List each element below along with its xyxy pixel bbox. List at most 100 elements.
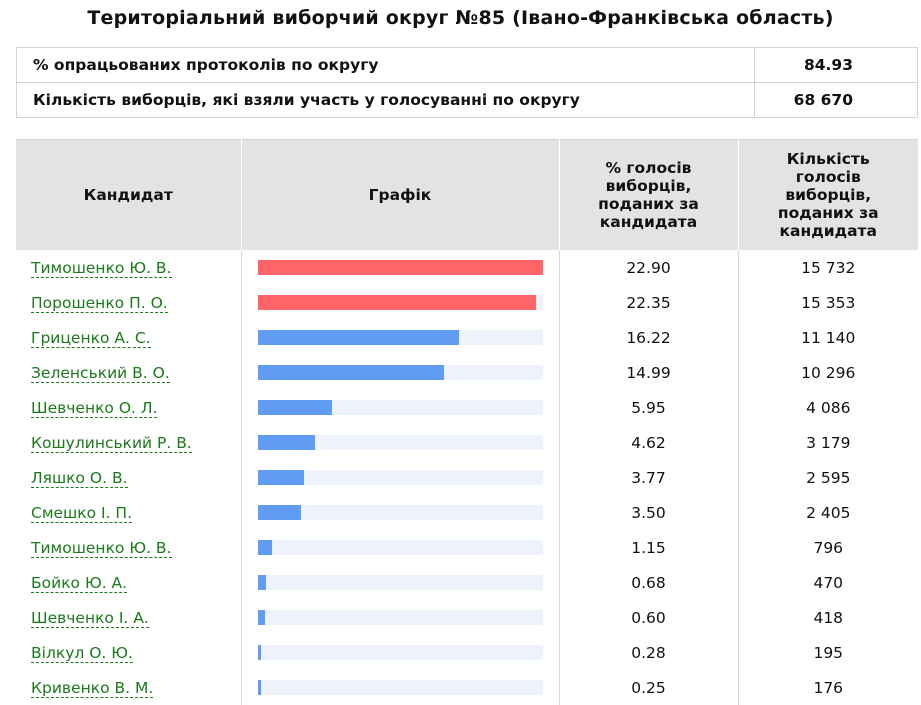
percent-cell: 5.95	[559, 390, 739, 425]
percent-cell: 0.28	[559, 635, 739, 670]
count-cell: 15 732	[801, 258, 856, 277]
table-row: Шевченко О. Л. 5.95 4 086	[16, 390, 918, 425]
bar-track	[257, 610, 543, 625]
results-body: Тимошенко Ю. В. 22.90 15 732 Порошенко П. О…	[16, 250, 918, 705]
bar-fill	[257, 365, 445, 380]
bar-fill	[257, 610, 265, 625]
percent-cell: 22.35	[559, 285, 739, 320]
chart-cell	[241, 320, 560, 355]
percent-cell: 0.60	[559, 600, 739, 635]
chart-cell	[241, 460, 560, 495]
candidate-cell: Шевченко І. А.	[16, 600, 242, 635]
results-table: Кандидат Графік % голосів виборців, пода…	[16, 139, 918, 705]
header-candidate: Кандидат	[16, 139, 242, 250]
candidate-link[interactable]: Шевченко О. Л.	[31, 398, 158, 418]
bar-fill	[257, 470, 305, 485]
candidate-link[interactable]: Кошулинський Р. В.	[31, 433, 192, 453]
bar-track	[257, 575, 543, 590]
candidate-link[interactable]: Порошенко П. О.	[31, 293, 168, 313]
count-cell: 10 296	[801, 363, 856, 382]
summary-row: % опрацьованих протоколів по округу 84.9…	[15, 47, 918, 83]
table-row: Вілкул О. Ю. 0.28 195	[16, 635, 918, 670]
candidate-link[interactable]: Зеленський В. О.	[31, 363, 170, 383]
bar-fill	[257, 645, 261, 660]
count-cell: 418	[813, 608, 844, 627]
header-chart: Графік	[241, 139, 560, 250]
bar-fill	[257, 295, 536, 310]
table-row: Тимошенко Ю. В. 22.90 15 732	[16, 250, 918, 285]
percent-cell: 3.50	[559, 495, 739, 530]
candidate-link[interactable]: Смешко І. П.	[31, 503, 133, 523]
table-row: Порошенко П. О. 22.35 15 353	[16, 285, 918, 320]
table-row: Кошулинський Р. В. 4.62 3 179	[16, 425, 918, 460]
table-row: Бойко Ю. А. 0.68 470	[16, 565, 918, 600]
candidate-link[interactable]: Шевченко І. А.	[31, 608, 149, 628]
percent-cell: 4.62	[559, 425, 739, 460]
percent-cell: 14.99	[559, 355, 739, 390]
candidate-cell: Вілкул О. Ю.	[16, 635, 242, 670]
chart-cell	[241, 670, 560, 705]
candidate-cell: Шевченко О. Л.	[16, 390, 242, 425]
summary-label: Кількість виборців, які взяли участь у г…	[15, 82, 756, 118]
table-row: Смешко І. П. 3.50 2 405	[16, 495, 918, 530]
summary-value: 68 670	[754, 82, 918, 118]
count-cell: 470	[813, 573, 844, 592]
table-row: Зеленський В. О. 14.99 10 296	[16, 355, 918, 390]
count-cell: 176	[813, 678, 844, 697]
count-cell: 15 353	[801, 293, 856, 312]
percent-cell: 0.68	[559, 565, 739, 600]
bar-track	[257, 645, 543, 660]
bar-fill	[257, 400, 332, 415]
bar-track	[257, 505, 543, 520]
count-cell: 11 140	[801, 328, 856, 347]
bar-track	[257, 680, 543, 695]
percent-cell: 16.22	[559, 320, 739, 355]
summary-row: Кількість виборців, які взяли участь у г…	[15, 82, 918, 118]
bar-track	[257, 295, 543, 310]
header-count-text: Кількість голосів виборців, поданих за к…	[777, 150, 879, 240]
bar-track	[257, 435, 543, 450]
chart-cell	[241, 530, 560, 565]
candidate-cell: Гриценко А. С.	[16, 320, 242, 355]
chart-cell	[241, 390, 560, 425]
candidate-link[interactable]: Ляшко О. В.	[31, 468, 128, 488]
count-cell: 2 595	[806, 468, 851, 487]
bar-fill	[257, 575, 266, 590]
chart-cell	[241, 495, 560, 530]
header-count: Кількість голосів виборців, поданих за к…	[738, 139, 918, 250]
candidate-cell: Тимошенко Ю. В.	[16, 250, 242, 285]
results-header-row: Кандидат Графік % голосів виборців, пода…	[16, 139, 918, 250]
bar-track	[257, 470, 543, 485]
count-cell: 4 086	[806, 398, 851, 417]
percent-cell: 0.25	[559, 670, 739, 705]
page-title: Територіальний виборчий округ №85 (Івано…	[87, 7, 834, 29]
table-row: Шевченко І. А. 0.60 418	[16, 600, 918, 635]
bar-fill	[257, 505, 302, 520]
chart-cell	[241, 600, 560, 635]
chart-cell	[241, 285, 560, 320]
candidate-cell: Зеленський В. О.	[16, 355, 242, 390]
table-row: Гриценко А. С. 16.22 11 140	[16, 320, 918, 355]
candidate-cell: Кривенко В. М.	[16, 670, 242, 705]
candidate-link[interactable]: Вілкул О. Ю.	[31, 643, 133, 663]
header-percent: % голосів виборців, поданих за кандидата	[559, 139, 739, 250]
chart-cell	[241, 565, 560, 600]
candidate-link[interactable]: Кривенко В. М.	[31, 678, 154, 698]
count-cell: 2 405	[806, 503, 851, 522]
percent-cell: 3.77	[559, 460, 739, 495]
bar-track	[257, 365, 543, 380]
bar-track	[257, 260, 543, 275]
table-row: Кривенко В. М. 0.25 176	[16, 670, 918, 705]
candidate-link[interactable]: Бойко Ю. А.	[31, 573, 128, 593]
bar-track	[257, 540, 543, 555]
candidate-link[interactable]: Гриценко А. С.	[31, 328, 151, 348]
candidate-cell: Ляшко О. В.	[16, 460, 242, 495]
candidate-cell: Тимошенко Ю. В.	[16, 530, 242, 565]
percent-cell: 22.90	[559, 250, 739, 285]
table-row: Ляшко О. В. 3.77 2 595	[16, 460, 918, 495]
candidate-link[interactable]: Тимошенко Ю. В.	[31, 538, 172, 558]
candidate-link[interactable]: Тимошенко Ю. В.	[31, 258, 172, 278]
bar-track	[257, 400, 543, 415]
percent-cell: 1.15	[559, 530, 739, 565]
summary-table: % опрацьованих протоколів по округу 84.9…	[15, 47, 918, 118]
